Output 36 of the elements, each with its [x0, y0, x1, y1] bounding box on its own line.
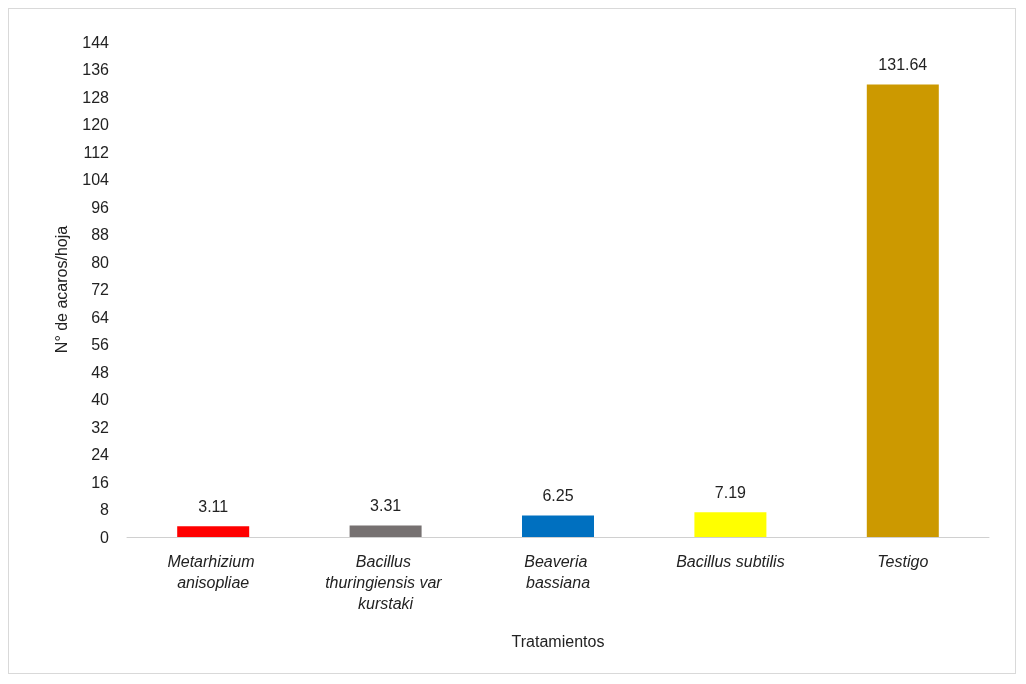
bar — [177, 526, 250, 537]
bar — [522, 515, 594, 537]
bar — [866, 84, 939, 537]
data-label: 3.31 — [370, 497, 402, 515]
y-tick-label: 32 — [91, 418, 110, 436]
y-tick-label: 56 — [91, 336, 110, 353]
y-axis-title: N° de acaros/hoja — [52, 225, 70, 354]
y-tick-label: 112 — [83, 143, 110, 161]
y-tick-label: 24 — [91, 446, 110, 463]
y-tick-label: 136 — [82, 61, 110, 78]
bar — [349, 525, 422, 537]
y-tick-label: 88 — [91, 226, 110, 243]
x-tick-label: Bacillus thuringiensis var kurstaki — [325, 553, 447, 612]
y-tick-label: 80 — [91, 253, 110, 271]
y-tick-label: 0 — [100, 528, 110, 546]
data-label: 6.25 — [542, 487, 574, 505]
x-tick-label: Bacillus subtilis — [676, 553, 785, 570]
data-label: 131.64 — [878, 55, 928, 73]
y-tick-label: 16 — [91, 473, 110, 491]
y-tick-label: 72 — [91, 281, 110, 298]
y-tick-label: 96 — [91, 198, 110, 216]
bar — [694, 512, 767, 537]
x-tick-label: Testigo — [877, 553, 929, 570]
y-tick-label: 64 — [91, 308, 110, 326]
y-tick-label: 120 — [82, 116, 110, 133]
x-tick-label: Beaveria bassiana — [524, 553, 592, 591]
y-tick-label: 8 — [100, 501, 110, 518]
data-label: 7.19 — [714, 483, 747, 501]
x-axis-title: Tratamientos — [511, 632, 605, 650]
y-tick-label: 48 — [91, 363, 110, 381]
y-tick-label: 128 — [82, 88, 110, 106]
data-label: 3.11 — [198, 497, 229, 515]
y-tick-label: 40 — [91, 391, 110, 408]
x-tick-label: Metarhizium anisopliae — [167, 553, 259, 591]
y-tick-label: 144 — [82, 33, 110, 51]
y-tick-label: 104 — [82, 171, 110, 188]
